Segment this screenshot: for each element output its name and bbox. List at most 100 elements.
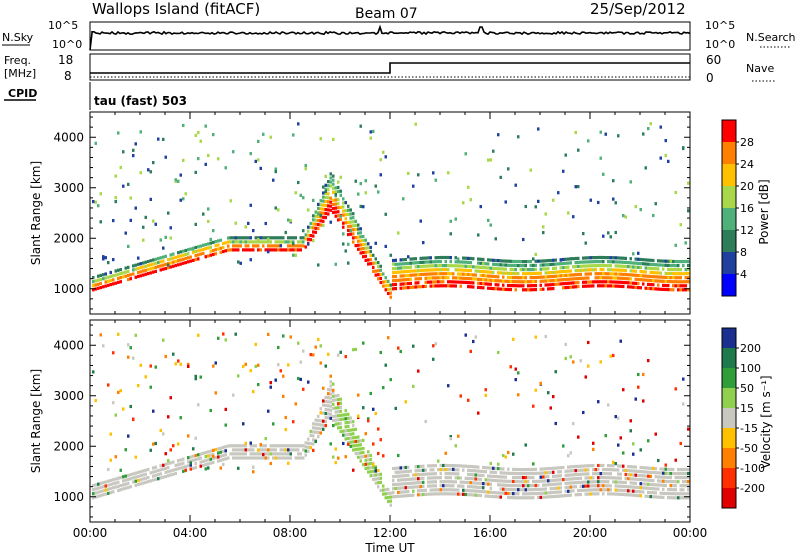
velocity-cell: [609, 476, 612, 480]
velocity-cell: [584, 476, 587, 480]
velocity-cell: [587, 484, 590, 488]
velocity-cell: [492, 495, 495, 499]
velocity-cell: [357, 455, 360, 459]
power-cell: [352, 236, 355, 240]
power-cell: [377, 269, 380, 273]
power-cell: [512, 263, 515, 267]
power-cell: [139, 262, 142, 266]
velocity-cell: [562, 478, 565, 482]
power-cell: [649, 122, 652, 126]
power-cell: [517, 259, 520, 264]
velocity-cell: [509, 496, 512, 500]
velocity-cell: [219, 466, 222, 470]
power-cell: [479, 205, 482, 209]
velocity-cell: [254, 444, 257, 448]
power-cell: [324, 199, 327, 204]
power-cell: [419, 272, 422, 277]
velocity-cell: [382, 454, 385, 458]
velocity-cell: [474, 485, 477, 489]
velocity-cell: [364, 462, 367, 466]
velocity-cell: [159, 472, 162, 476]
velocity-cell: [487, 474, 490, 478]
power-cell: [407, 261, 410, 265]
velocity-cell: [574, 464, 577, 469]
power-cell: [429, 268, 432, 272]
power-cell: [492, 266, 495, 270]
velocity-cell: [464, 488, 467, 492]
power-cell: [307, 242, 310, 246]
power-cell: [139, 274, 142, 278]
velocity-cell: [222, 332, 225, 336]
power-cell: [277, 208, 280, 212]
velocity-cell: [449, 464, 452, 468]
x-tick-label: 16:00: [473, 526, 508, 540]
velocity-cell: [159, 428, 162, 433]
power-cell: [429, 276, 432, 280]
velocity-cell: [299, 452, 302, 456]
power-cell: [509, 263, 512, 267]
velocity-cell: [619, 488, 622, 492]
power-cell: [629, 281, 632, 285]
velocity-cell: [327, 388, 330, 392]
velocity-cell: [604, 434, 607, 438]
power-cell: [189, 259, 192, 263]
velocity-cell: [324, 399, 327, 403]
velocity-cell: [342, 441, 345, 446]
power-cell: [459, 280, 462, 284]
velocity-cell: [284, 448, 287, 452]
power-cell: [302, 196, 305, 200]
power-cell: [584, 260, 587, 264]
power-cell: [432, 280, 435, 284]
velocity-cell: [352, 432, 355, 436]
velocity-cell: [242, 422, 245, 426]
power-cell: [274, 248, 277, 252]
power-cell: [142, 238, 145, 242]
power-cell: [489, 158, 492, 162]
power-cell: [512, 259, 515, 263]
power-cell: [492, 149, 495, 153]
power-cell: [372, 269, 375, 273]
velocity-cell: [339, 405, 342, 409]
power-cell: [432, 260, 435, 264]
power-cell: [187, 260, 190, 264]
velocity-cell: [427, 492, 430, 496]
power-cell: [484, 282, 487, 286]
velocity-cell: [149, 479, 152, 483]
power-cell: [157, 265, 160, 269]
velocity-cell: [449, 476, 452, 480]
power-cell: [272, 244, 275, 248]
velocity-cell: [439, 488, 442, 492]
velocity-cell: [262, 448, 265, 452]
velocity-cell: [117, 332, 120, 336]
velocity-cell: [499, 483, 502, 487]
velocity-cell: [212, 452, 215, 456]
power-cell: [564, 286, 567, 290]
velocity-cell: [332, 390, 335, 394]
power-cell: [302, 236, 305, 240]
power-cell: [524, 280, 527, 284]
power-cell: [617, 256, 620, 260]
velocity-cell: [599, 463, 602, 468]
power-cell: [442, 284, 445, 288]
velocity-cell: [297, 456, 300, 460]
velocity-cell: [672, 471, 675, 476]
power-cell: [437, 264, 440, 268]
power-cell: [284, 240, 287, 244]
velocity-cell: [224, 457, 227, 461]
power-cell: [179, 262, 182, 266]
power-cell: [479, 265, 482, 269]
velocity-cell: [349, 436, 352, 440]
power-cell: [397, 231, 400, 235]
power-cell: [612, 268, 615, 272]
velocity-cell: [152, 478, 155, 482]
power-cell: [377, 261, 380, 265]
nsky-trace: [89, 24, 691, 51]
power-cell: [104, 280, 107, 284]
velocity-cell: [532, 471, 535, 475]
power-cell: [397, 262, 400, 266]
velocity-cell: [659, 471, 662, 475]
velocity-cell: [547, 475, 550, 479]
power-cell: [387, 287, 390, 292]
power-cell: [507, 279, 510, 283]
power-cell: [312, 234, 315, 238]
